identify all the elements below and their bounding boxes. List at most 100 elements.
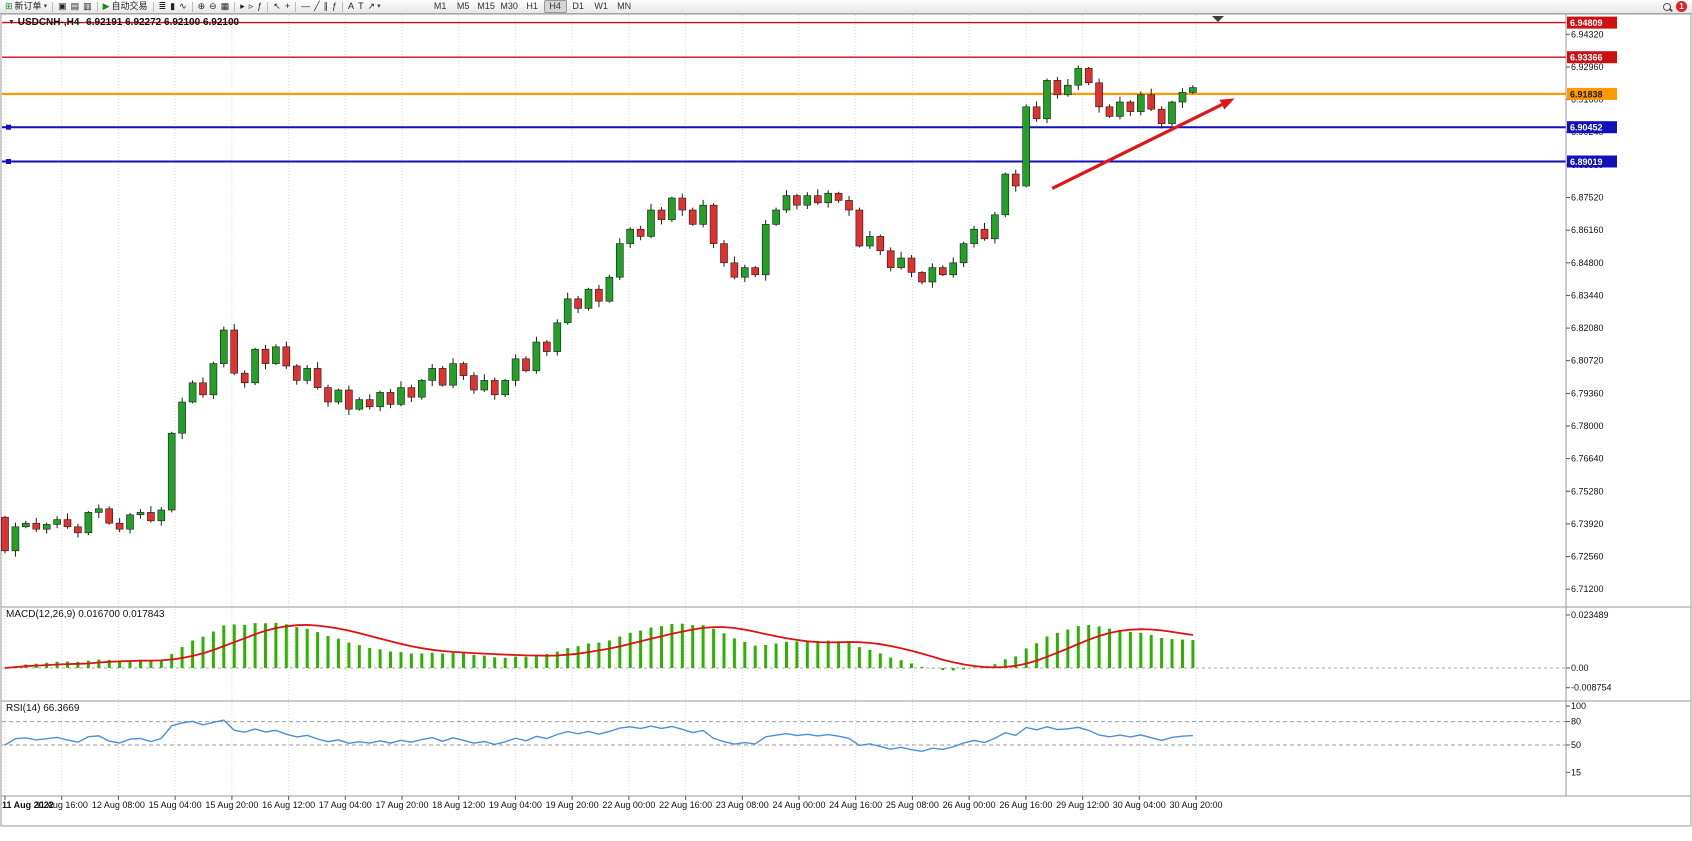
chart-shift-marker[interactable]	[1212, 16, 1224, 22]
price-tick-label: 6.92960	[1571, 62, 1604, 72]
text-button[interactable]: A	[346, 0, 356, 13]
dropdown-caret-icon: ▾	[43, 3, 48, 10]
tf-button-mn[interactable]: MN	[613, 0, 636, 13]
horizontal-line-button[interactable]: —	[299, 0, 312, 13]
rsi-tick-label: 50	[1571, 740, 1581, 750]
history-center-icon: ▥	[83, 1, 92, 11]
zoom-out-button[interactable]: ⊖	[207, 0, 219, 13]
rsi-panel	[2, 719, 1566, 753]
time-tick-label: 26 Aug 16:00	[999, 800, 1052, 810]
crosshair-button[interactable]: +	[283, 0, 292, 13]
toolbar-separator	[152, 1, 154, 12]
history-center-button[interactable]: ▥	[81, 0, 94, 13]
time-tick-label: 24 Aug 16:00	[829, 800, 882, 810]
macd-signal-line	[4, 623, 1194, 669]
price-badge	[1567, 87, 1617, 100]
macd-tick-label: -0.008754	[1571, 683, 1612, 693]
tf-button-m1[interactable]: M1	[429, 0, 452, 13]
time-tick-label: 12 Aug 08:00	[92, 800, 145, 810]
time-tick-label: 22 Aug 00:00	[602, 800, 655, 810]
price-tick-label: 6.86160	[1571, 225, 1604, 235]
main-toolbar: ⊞ 新订单 ▾ ▣ ▤ ▥ ▶ 自动交易 ≣ ▮ ∿ ⊕ ⊖ ▦ ▸ ▹ ƒ ↖ + — ╱ ∥ ƒ A T ↗ ▾ M1 M5 M15…	[0, 0, 1692, 14]
price-badge-label: 6.93366	[1570, 53, 1603, 63]
autotrade-icon: ▶	[102, 1, 110, 11]
time-tick-label: 19 Aug 20:00	[546, 800, 599, 810]
time-tick-label: 15 Aug 20:00	[205, 800, 258, 810]
new-order-button-label: 新订单	[14, 1, 42, 11]
line-chart-button[interactable]: ∿	[177, 0, 189, 13]
macd-panel	[2, 622, 1566, 671]
tile-windows-button[interactable]: ▦	[219, 0, 232, 13]
new-order-button[interactable]: ⊞ 新订单 ▾	[3, 0, 49, 13]
rsi-label: RSI(14) 66.3669	[6, 703, 80, 714]
chart-window-frame	[0, 13, 1692, 827]
indicators-icon: ƒ	[257, 1, 263, 11]
candlestick-chart-button[interactable]: ▮	[168, 0, 177, 13]
tf-button-m30[interactable]: M30	[498, 0, 521, 13]
chart-collapse-icon[interactable]: ▼	[8, 19, 15, 26]
chart-title: ▼ USDCNH-,H4 6.92191 6.92272 6.92100 6.9…	[8, 17, 239, 28]
zoom-in-button[interactable]: ⊕	[196, 0, 208, 13]
rsi-tick-label: 15	[1571, 767, 1581, 777]
time-tick-label: 22 Aug 16:00	[659, 800, 712, 810]
level-lines[interactable]	[2, 21, 1566, 164]
toolbar-separator	[267, 1, 269, 12]
level-handle[interactable]	[6, 159, 11, 164]
toolbar-button-groups: ⊞ 新订单 ▾ ▣ ▤ ▥ ▶ 自动交易 ≣ ▮ ∿ ⊕ ⊖ ▦ ▸ ▹ ƒ ↖ + — ╱ ∥ ƒ A T ↗ ▾	[3, 0, 383, 13]
chart-window-button[interactable]: ▣	[56, 0, 69, 13]
equidistant-channel-icon: ∥	[323, 1, 329, 11]
text-label-button[interactable]: T	[356, 0, 366, 13]
trend-arrow[interactable]	[1051, 98, 1235, 190]
price-tick-label: 6.84800	[1571, 258, 1604, 268]
time-tick-label: 11 Aug 2022	[2, 800, 54, 810]
search-icon[interactable]	[1663, 2, 1671, 11]
tf-button-w1[interactable]: W1	[590, 0, 613, 13]
rsi-tick-label: 80	[1571, 717, 1581, 727]
price-tick-label: 6.75280	[1571, 486, 1604, 496]
bar-chart-button[interactable]: ≣	[157, 0, 169, 13]
toolbar-separator	[52, 1, 54, 12]
tf-button-h4[interactable]: H4	[543, 0, 567, 13]
time-tick-label: 30 Aug 04:00	[1113, 800, 1166, 810]
tf-button-h1[interactable]: H1	[521, 0, 544, 13]
notification-badge[interactable]: 1	[1676, 1, 1687, 12]
timeframe-switcher: M1 M5 M15 M30 H1 H4 D1 W1 MN	[429, 0, 636, 13]
tf-button-m5[interactable]: M5	[452, 0, 475, 13]
price-tick-label: 6.72560	[1571, 552, 1604, 562]
price-tick-label: 6.83440	[1571, 290, 1604, 300]
cursor-button[interactable]: ↖	[271, 0, 283, 13]
fibonacci-button[interactable]: ƒ	[330, 0, 339, 13]
toolbar-separator	[234, 1, 236, 12]
autotrade-button[interactable]: ▶ 自动交易	[101, 0, 150, 13]
arrows-button[interactable]: ↗ ▾	[366, 0, 383, 13]
bar-chart-icon: ≣	[158, 1, 167, 11]
tile-windows-icon: ▦	[220, 1, 230, 11]
trendline-button[interactable]: ╱	[312, 0, 321, 13]
equidistant-channel-button[interactable]: ∥	[322, 0, 331, 13]
time-tick-label: 17 Aug 04:00	[319, 800, 372, 810]
dropdown-caret-icon: ▾	[377, 3, 381, 10]
chart-shift-icon: ▹	[248, 1, 254, 11]
profile-button[interactable]: ▤	[69, 0, 82, 13]
indicator-axes: 0.023489 0.00 -0.008754 100 80 50 15	[1566, 610, 1612, 777]
toolbar-separator	[295, 1, 297, 12]
price-badge-label: 6.94809	[1570, 18, 1603, 28]
chart-shift-button[interactable]: ▹	[247, 0, 256, 13]
crosshair-icon: +	[284, 1, 291, 11]
price-tick-label: 6.78000	[1571, 421, 1604, 431]
time-tick-label: 19 Aug 04:00	[489, 800, 542, 810]
tf-button-d1[interactable]: D1	[567, 0, 590, 13]
tf-button-m15[interactable]: M15	[475, 0, 498, 13]
level-handle[interactable]	[6, 124, 11, 130]
auto-scroll-button[interactable]: ▸	[238, 0, 247, 13]
symbol-period-label: USDCNH-,H4	[17, 17, 80, 28]
indicators-button[interactable]: ƒ	[255, 0, 264, 13]
time-tick-label: 26 Aug 00:00	[943, 800, 996, 810]
price-badge	[1567, 51, 1617, 64]
arrows-icon: ↗	[367, 1, 376, 11]
price-tick-label: 6.79360	[1571, 388, 1604, 398]
zoom-in-icon: ⊕	[197, 1, 206, 11]
autotrade-button-label: 自动交易	[111, 1, 148, 11]
profile-icon: ▤	[70, 1, 80, 11]
